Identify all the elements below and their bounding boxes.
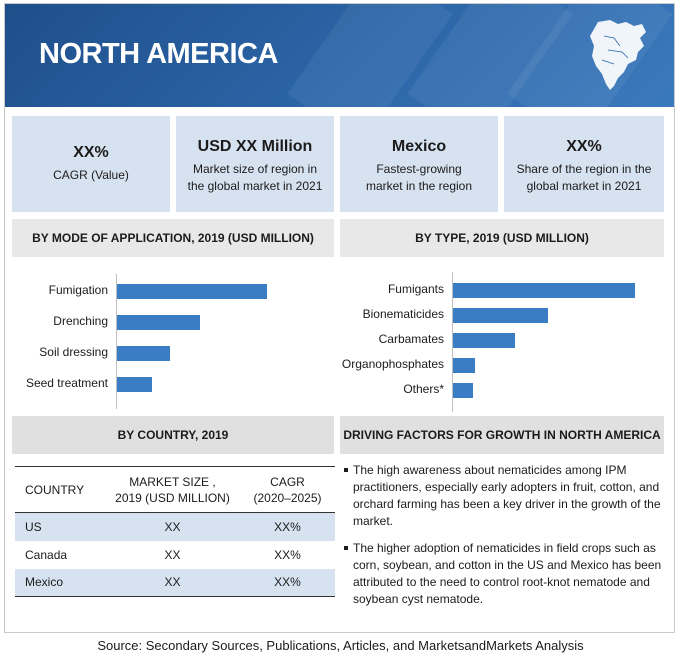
- bar: [453, 333, 515, 348]
- driver-item: The high awareness about nematicides amo…: [343, 462, 673, 530]
- bar: [117, 377, 152, 392]
- bar-label: Organophosphates: [341, 357, 444, 371]
- kpi-label: CAGR (Value): [53, 168, 129, 182]
- cell-country: Mexico: [15, 568, 105, 597]
- kpi-value: XX%: [73, 144, 109, 161]
- country-table: COUNTRY MARKET SIZE , 2019 (USD MILLION)…: [15, 466, 335, 597]
- header-market-size: MARKET SIZE , 2019 (USD MILLION): [105, 466, 240, 513]
- bar: [453, 383, 474, 398]
- kpi-cagr: XX% CAGR (Value): [12, 116, 170, 212]
- header-cagr: CAGR (2020–2025): [240, 466, 335, 513]
- cell-country: US: [15, 512, 105, 541]
- kpi-label: Share of the region in the global market…: [516, 162, 652, 193]
- drivers-list: The high awareness about nematicides amo…: [343, 462, 673, 618]
- bar: [453, 308, 548, 323]
- north-america-map-icon: [590, 20, 646, 90]
- kpi-value: XX%: [566, 138, 602, 155]
- bar: [453, 283, 635, 298]
- kpi-region-share: XX% Share of the region in the global ma…: [504, 116, 664, 212]
- chart-axis: [452, 272, 453, 412]
- header-cagr-text: CAGR (2020–2025): [253, 474, 322, 505]
- bar-label: Carbamates: [378, 332, 444, 346]
- bar-label: Seed treatment: [25, 376, 108, 390]
- mode-of-application-chart: Fumigation Drenching Soil dressing Seed tre…: [12, 264, 334, 414]
- bar-label: Others*: [403, 382, 444, 396]
- kpi-label: Fastest-growing market in the region: [365, 162, 473, 193]
- header-market-size-text: MARKET SIZE , 2019 (USD MILLION): [115, 474, 230, 505]
- bar-label: Soil dressing: [39, 345, 108, 359]
- cell-market-size: XX: [164, 547, 181, 562]
- infographic-frame: NORTH AMERICA XX% CAGR (Value) USD XX Mi…: [4, 3, 675, 633]
- chart-axis: [116, 274, 117, 409]
- table-row: Mexico XX XX%: [15, 568, 335, 597]
- bar-label: Fumigation: [48, 283, 108, 297]
- table-row: US XX XX%: [15, 512, 335, 541]
- bar: [117, 284, 267, 299]
- bar-label: Drenching: [53, 314, 108, 328]
- type-chart-title: BY TYPE, 2019 (USD MILLION): [340, 219, 664, 257]
- table-header-row: COUNTRY MARKET SIZE , 2019 (USD MILLION)…: [15, 466, 335, 513]
- cell-cagr: XX%: [240, 512, 335, 541]
- header-country: COUNTRY: [15, 466, 105, 513]
- bar: [117, 315, 200, 330]
- page-title: NORTH AMERICA: [39, 38, 278, 70]
- cell-cagr: XX%: [240, 568, 335, 597]
- kpi-fastest-market: Mexico Fastest-growing market in the reg…: [340, 116, 498, 212]
- kpi-label: Market size of region in the global mark…: [187, 162, 323, 193]
- bar: [117, 346, 170, 361]
- bar-label: Fumigants: [387, 282, 444, 296]
- bar-label: Bionematicides: [362, 307, 444, 321]
- cell-market-size: XX: [105, 568, 240, 597]
- driver-item: The higher adoption of nematicides in fi…: [343, 540, 673, 608]
- table-row: Canada XX XX%: [15, 541, 335, 569]
- bar: [453, 358, 475, 373]
- kpi-value: Mexico: [391, 138, 447, 155]
- source-note: Source: Secondary Sources, Publications,…: [97, 638, 584, 653]
- kpi-value: USD XX Million: [197, 138, 313, 155]
- cell-cagr: XX%: [274, 547, 301, 562]
- cell-market-size: XX: [105, 512, 240, 541]
- cell-country: Canada: [25, 547, 68, 562]
- type-chart: Fumigants Bionematicides Carbamates Organop…: [340, 264, 664, 414]
- kpi-market-size: USD XX Million Market size of region in …: [176, 116, 334, 212]
- country-title: BY COUNTRY, 2019: [12, 416, 334, 454]
- header-banner: NORTH AMERICA: [5, 4, 674, 107]
- drivers-title: DRIVING FACTORS FOR GROWTH IN NORTH AMER…: [340, 416, 664, 454]
- mode-chart-title: BY MODE OF APPLICATION, 2019 (USD MILLIO…: [12, 219, 334, 257]
